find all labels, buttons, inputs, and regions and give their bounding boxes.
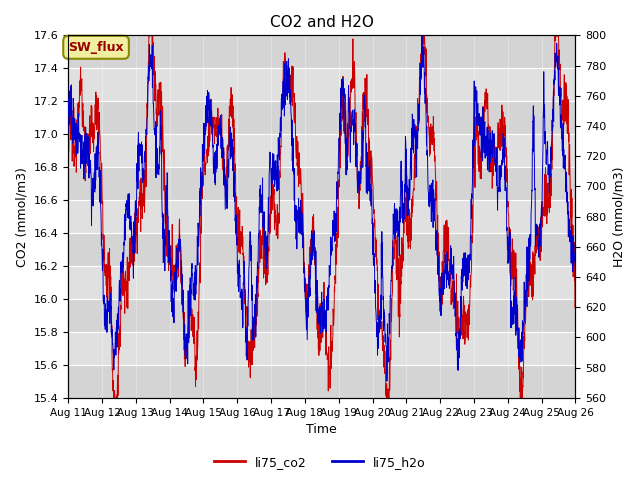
li75_co2 <box>557 85 565 91</box>
Bar <box>68 233 575 266</box>
li75_h2o <box>298 209 305 215</box>
Bar <box>68 167 575 200</box>
Text: SW_flux: SW_flux <box>68 41 124 54</box>
li75_h2o <box>464 252 472 258</box>
li75_h2o <box>383 378 391 384</box>
Bar <box>68 266 575 299</box>
li75_co2 <box>64 159 72 165</box>
li75_h2o <box>557 120 565 126</box>
Bar <box>68 101 575 134</box>
li75_h2o <box>64 130 72 136</box>
li75_co2 <box>312 260 319 265</box>
Title: CO2 and H2O: CO2 and H2O <box>270 15 374 30</box>
Bar <box>68 365 575 398</box>
Bar <box>68 332 575 365</box>
Y-axis label: CO2 (mmol/m3): CO2 (mmol/m3) <box>15 167 28 266</box>
Bar <box>68 299 575 332</box>
Bar <box>68 36 575 68</box>
li75_h2o <box>557 112 565 118</box>
li75_co2 <box>90 125 98 131</box>
li75_h2o <box>311 249 319 255</box>
Y-axis label: H2O (mmol/m3): H2O (mmol/m3) <box>612 167 625 267</box>
li75_h2o <box>90 175 98 181</box>
Bar <box>68 134 575 167</box>
X-axis label: Time: Time <box>307 423 337 436</box>
li75_co2 <box>109 395 117 401</box>
Legend: li75_co2, li75_h2o: li75_co2, li75_h2o <box>209 451 431 474</box>
Line: li75_co2: li75_co2 <box>68 36 575 398</box>
li75_co2 <box>464 306 472 312</box>
Bar <box>68 200 575 233</box>
li75_co2 <box>572 235 579 241</box>
li75_co2 <box>145 33 153 38</box>
li75_co2 <box>557 100 565 106</box>
Line: li75_h2o: li75_h2o <box>68 36 575 381</box>
li75_co2 <box>298 210 306 216</box>
li75_h2o <box>572 248 579 253</box>
li75_h2o <box>418 33 426 38</box>
Bar <box>68 68 575 101</box>
